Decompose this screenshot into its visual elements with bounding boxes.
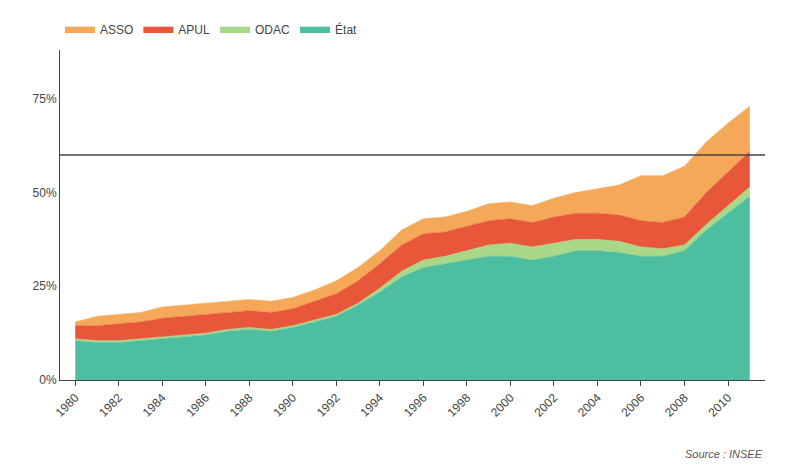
svg-text:2002: 2002 <box>532 391 561 420</box>
svg-text:2000: 2000 <box>488 391 517 420</box>
svg-text:1994: 1994 <box>357 391 386 420</box>
svg-text:2004: 2004 <box>575 391 604 420</box>
svg-text:2010: 2010 <box>706 391 735 420</box>
svg-text:75%: 75% <box>33 92 57 106</box>
svg-text:ODAC: ODAC <box>255 23 290 37</box>
svg-text:1982: 1982 <box>96 391 125 420</box>
svg-text:1986: 1986 <box>183 391 212 420</box>
svg-text:25%: 25% <box>33 279 57 293</box>
svg-text:2008: 2008 <box>662 391 691 420</box>
svg-text:1996: 1996 <box>401 391 430 420</box>
svg-text:1984: 1984 <box>140 391 169 420</box>
svg-text:Source : INSEE: Source : INSEE <box>685 448 763 460</box>
svg-text:APUL: APUL <box>178 23 210 37</box>
svg-text:1998: 1998 <box>444 391 473 420</box>
svg-text:50%: 50% <box>33 186 57 200</box>
svg-text:0%: 0% <box>39 373 57 387</box>
svg-text:1980: 1980 <box>53 391 82 420</box>
svg-text:2006: 2006 <box>619 391 648 420</box>
svg-text:1988: 1988 <box>227 391 256 420</box>
svg-text:1990: 1990 <box>270 391 299 420</box>
svg-text:ASSO: ASSO <box>100 23 133 37</box>
svg-text:État: État <box>335 22 357 37</box>
svg-text:1992: 1992 <box>314 391 343 420</box>
